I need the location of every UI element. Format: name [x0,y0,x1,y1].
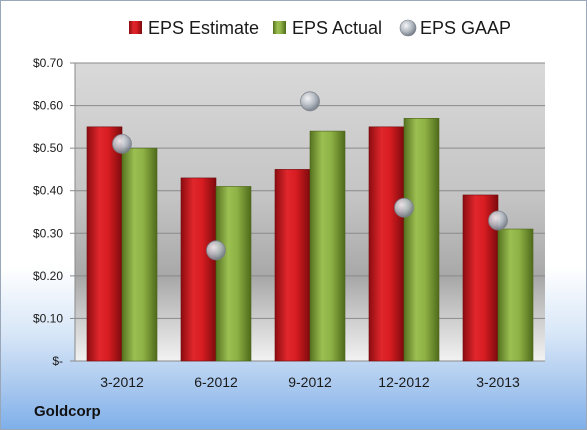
eps-actual-bar [403,118,440,362]
eps-estimate-bar [368,126,405,362]
legend-gaap-swatch [399,19,417,37]
eps-gaap-point [300,91,320,112]
x-tick-label: 9-2012 [288,374,332,390]
eps-gaap-point [206,240,226,261]
eps-actual-bar [215,186,252,362]
eps-gaap-point [394,197,414,218]
company-name: Goldcorp [34,403,101,420]
legend-estimate-label: EPS Estimate [148,18,259,38]
y-tick-label: $0.40 [33,184,63,198]
y-tick-label: $0.60 [33,99,63,113]
y-tick-label: $0.50 [33,141,63,155]
eps-gaap-point [112,133,132,154]
legend-gaap-label: EPS GAAP [420,18,511,38]
x-tick-label: 12-2012 [378,374,430,390]
legend-estimate-swatch [129,21,142,34]
eps-actual-bar [497,228,534,362]
legend-actual-swatch [273,21,286,34]
y-tick-label: $0.70 [33,56,63,70]
legend-actual-label: EPS Actual [292,18,382,38]
y-tick-label: $- [52,354,63,368]
eps-estimate-bar [274,169,311,362]
eps-gaap-point [488,210,508,231]
x-tick-label: 6-2012 [194,374,238,390]
x-tick-label: 3-2013 [476,374,520,390]
y-tick-label: $0.20 [33,269,63,283]
x-tick-label: 3-2012 [100,374,144,390]
y-tick-label: $0.30 [33,226,63,240]
y-tick-label: $0.10 [33,311,63,325]
eps-estimate-bar [180,177,217,362]
eps-actual-bar [121,147,158,362]
eps-estimate-bar [86,126,123,362]
eps-actual-bar [309,130,346,362]
